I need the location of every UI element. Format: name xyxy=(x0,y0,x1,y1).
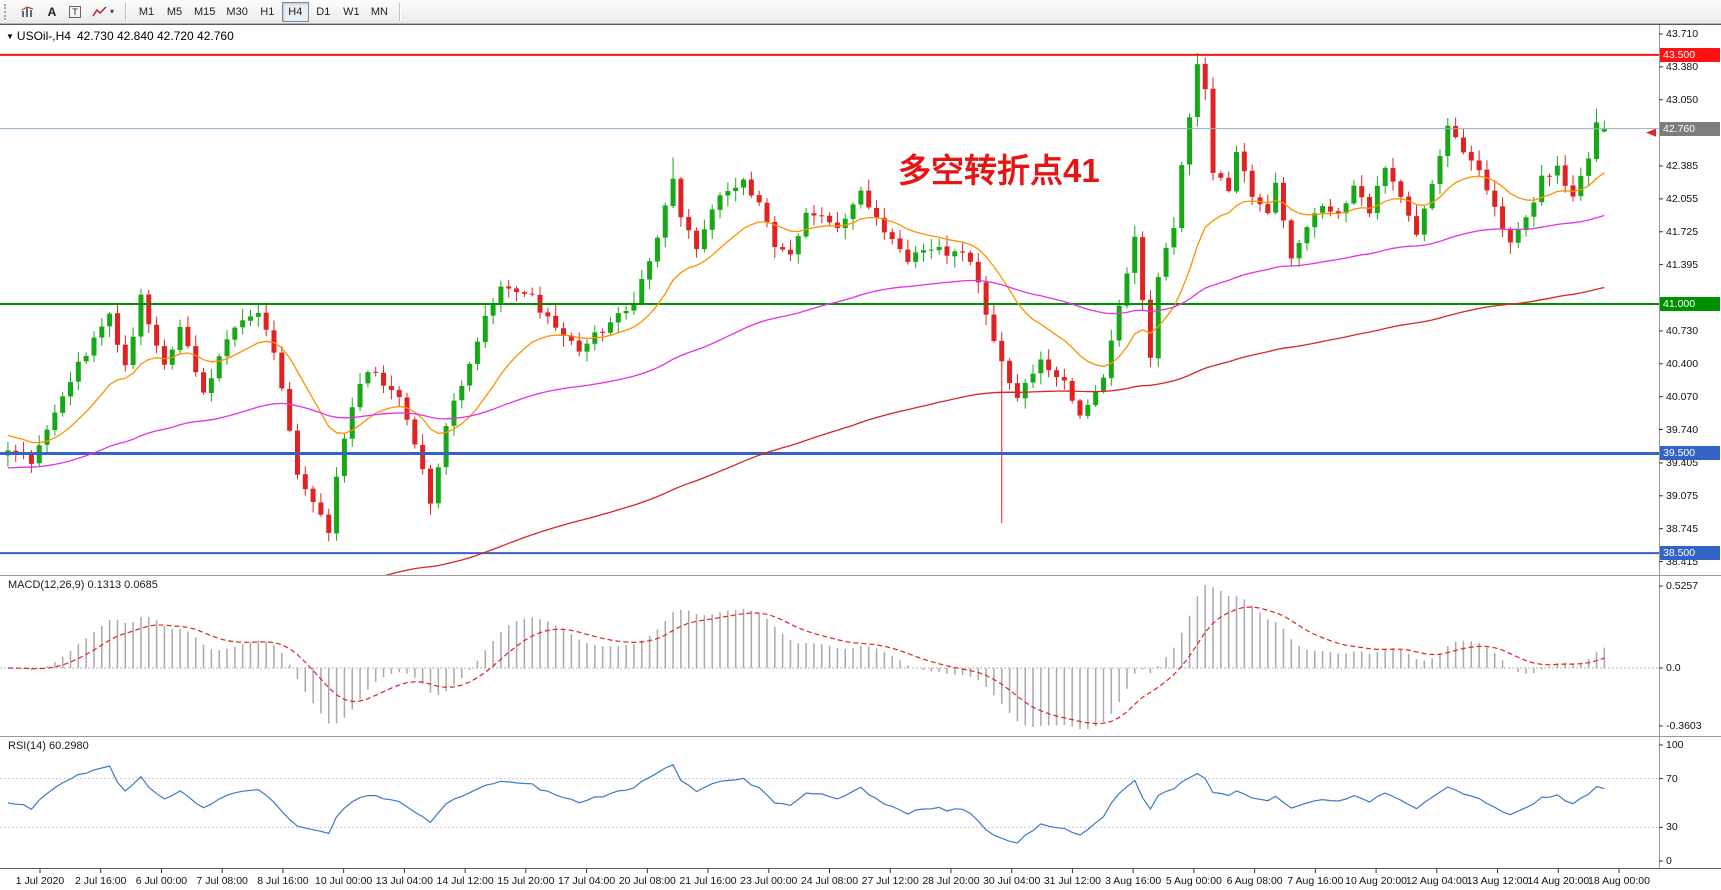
symbol-marker-icon: ▼ xyxy=(6,32,14,41)
timeframe-button-m1[interactable]: M1 xyxy=(133,2,160,22)
timeframe-button-h4[interactable]: H4 xyxy=(281,1,309,22)
macd-panel-label: MACD(12,26,9) 0.1313 0.0685 xyxy=(8,579,158,591)
fast-ma-line xyxy=(7,172,1605,444)
bar-chart-icon xyxy=(21,5,34,17)
toolbar-drag-handle[interactable] xyxy=(4,3,11,20)
font-icon: A xyxy=(47,4,57,19)
text-icon: T xyxy=(69,5,81,18)
polyline-icon xyxy=(92,5,107,16)
main-toolbar: A T ▾ M1 M5 M15 M30 H1 H4 D1 W1 MN xyxy=(0,0,1721,24)
toolbar-separator xyxy=(398,2,401,21)
mid-ma-line xyxy=(7,214,1605,469)
symbol-period-label: USOil-,H4 xyxy=(16,29,71,43)
rsi-panel-label: RSI(14) 60.2980 xyxy=(8,740,89,752)
text-tool-button[interactable]: T xyxy=(64,2,86,22)
candles-group xyxy=(5,52,1607,542)
timeframe-group: M1 M5 M15 M30 H1 H4 D1 W1 MN xyxy=(133,1,393,22)
timeframe-button-mn[interactable]: MN xyxy=(366,2,393,22)
macd-histogram xyxy=(14,585,1606,729)
chart-annotation[interactable]: 多空转折点41 xyxy=(898,152,1100,189)
dropdown-caret-icon: ▾ xyxy=(110,7,115,16)
last-price-arrow-icon xyxy=(1646,128,1656,137)
timeframe-button-m30[interactable]: M30 xyxy=(221,2,252,22)
polyline-tool-button[interactable]: ▾ xyxy=(87,2,119,22)
moving-averages-group xyxy=(7,172,1605,575)
ohlc-values: 42.730 42.840 42.720 42.760 xyxy=(76,29,234,43)
timeframe-button-h1[interactable]: H1 xyxy=(254,2,281,22)
macd-signal-line xyxy=(7,606,1605,725)
font-tool-button[interactable]: A xyxy=(41,2,63,22)
toolbar-separator xyxy=(125,2,128,21)
timeframe-button-w1[interactable]: W1 xyxy=(338,2,365,22)
timeframe-button-m5[interactable]: M5 xyxy=(161,2,188,22)
rsi-line xyxy=(7,764,1605,844)
chart-title: ▼ USOil-,H4 42.730 42.840 42.720 42.760 xyxy=(6,29,234,43)
slow-ma-line xyxy=(385,286,1605,575)
chart-style-button[interactable] xyxy=(16,2,40,22)
timeframe-button-m15[interactable]: M15 xyxy=(189,2,220,22)
timeframe-button-d1[interactable]: D1 xyxy=(310,2,337,22)
